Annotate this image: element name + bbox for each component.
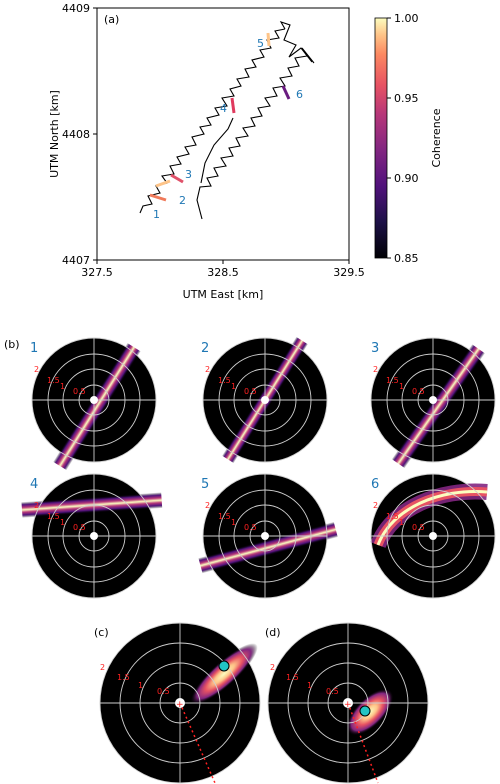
polar-plot-1: 1 2 1.5 1 0.5 xyxy=(30,337,157,471)
ring-label: 1 xyxy=(60,518,65,527)
x-tick-label: 327.5 xyxy=(81,266,113,279)
polar-number-2: 2 xyxy=(201,341,209,356)
ring-label: 0.5 xyxy=(412,387,425,396)
track-label-5: 5 xyxy=(257,37,264,50)
ring-label: 2 xyxy=(205,365,210,374)
svg-text:+: + xyxy=(344,700,352,710)
panel-b-label: (b) xyxy=(4,338,20,351)
track-label-6: 6 xyxy=(296,88,303,101)
track-label-1: 1 xyxy=(153,208,160,221)
ring-label: 1.5 xyxy=(286,673,299,682)
x-axis-label: UTM East [km] xyxy=(183,288,264,301)
panel-a: (a) 327.5 328.5 329.5 UTM East [km] 4409… xyxy=(48,2,443,301)
ring-label: 2 xyxy=(34,501,39,510)
ring-label: 0.5 xyxy=(412,523,425,532)
y-tick-label: 4409 xyxy=(62,2,90,15)
polar-plot-4: 4 2 1.5 1 0.5 xyxy=(21,473,163,599)
ring-label: 0.5 xyxy=(157,687,170,696)
ring-label: 1.5 xyxy=(386,512,399,521)
track-label-2: 2 xyxy=(179,194,186,207)
track-segment-6 xyxy=(281,85,291,100)
ring-label: 1 xyxy=(399,518,404,527)
flight-track-west xyxy=(139,28,286,214)
ring-label: 1 xyxy=(138,681,143,690)
ring-label: 2 xyxy=(270,663,275,672)
ring-label: 1 xyxy=(231,382,236,391)
ring-label: 0.5 xyxy=(326,687,339,696)
colorbar-tick: 0.90 xyxy=(394,172,419,185)
polar-plot-6: 6 2 1.5 1 0.5 xyxy=(370,473,496,599)
ring-label: 1.5 xyxy=(117,673,130,682)
ring-label: 2 xyxy=(205,501,210,510)
colorbar xyxy=(374,17,388,259)
ring-label: 1.5 xyxy=(386,376,399,385)
ring-label: 0.5 xyxy=(73,387,86,396)
polar-number-4: 4 xyxy=(30,477,38,492)
track-segment-2 xyxy=(155,179,171,188)
y-tick-label: 4407 xyxy=(62,254,90,267)
ring-label: 1 xyxy=(307,681,312,690)
polar-number-6: 6 xyxy=(371,477,379,492)
ring-label: 1 xyxy=(60,382,65,391)
polar-plot-5: 5 2 1.5 1 0.5 xyxy=(198,473,338,599)
flight-track-east xyxy=(196,47,315,220)
track-segment-5 xyxy=(266,32,271,47)
track-segment-4 xyxy=(230,97,236,114)
ring-label: 1.5 xyxy=(47,376,60,385)
ring-label: 0.5 xyxy=(244,523,257,532)
y-tick-label: 4408 xyxy=(62,128,90,141)
ring-label: 1.5 xyxy=(218,376,231,385)
polar-number-5: 5 xyxy=(201,477,209,492)
ring-label: 0.5 xyxy=(244,387,257,396)
flight-track-connector xyxy=(279,21,313,63)
ring-label: 0.5 xyxy=(73,523,86,532)
colorbar-tick: 0.95 xyxy=(394,92,419,105)
panel-d: (d) + 2 1.5 1 0.5 xyxy=(265,622,429,784)
track-label-3: 3 xyxy=(185,168,192,181)
track-segment-3 xyxy=(170,173,184,184)
panel-a-label: (a) xyxy=(104,13,119,26)
panel-c: (c) + 2 1.5 1 0.5 xyxy=(94,622,261,784)
polar-number-3: 3 xyxy=(371,341,379,356)
polar-plot-2: 2 2 1.5 1 0.5 xyxy=(201,336,328,464)
ring-label: 1 xyxy=(399,382,404,391)
panel-d-label: (d) xyxy=(265,626,281,639)
track-segment-1 xyxy=(149,193,167,202)
colorbar-label: Coherence xyxy=(430,108,443,167)
y-axis-label: UTM North [km] xyxy=(48,90,61,178)
track-label-4: 4 xyxy=(220,102,227,115)
ring-label: 2 xyxy=(373,365,378,374)
polar-number-1: 1 xyxy=(30,341,38,356)
polar-plot-3: 3 2 1.5 1 0.5 xyxy=(370,337,496,469)
ring-label: 2 xyxy=(100,663,105,672)
flight-track-link xyxy=(200,117,234,184)
x-tick-label: 329.5 xyxy=(333,266,365,279)
colorbar-tick: 1.00 xyxy=(394,12,419,25)
panel-c-label: (c) xyxy=(94,626,109,639)
ring-label: 1.5 xyxy=(47,512,60,521)
ring-label: 1.5 xyxy=(218,512,231,521)
svg-text:+: + xyxy=(176,700,184,710)
ring-label: 2 xyxy=(373,501,378,510)
colorbar-tick: 0.85 xyxy=(394,252,419,265)
ring-label: 1 xyxy=(231,518,236,527)
x-tick-label: 328.5 xyxy=(207,266,239,279)
ring-label: 2 xyxy=(34,365,39,374)
